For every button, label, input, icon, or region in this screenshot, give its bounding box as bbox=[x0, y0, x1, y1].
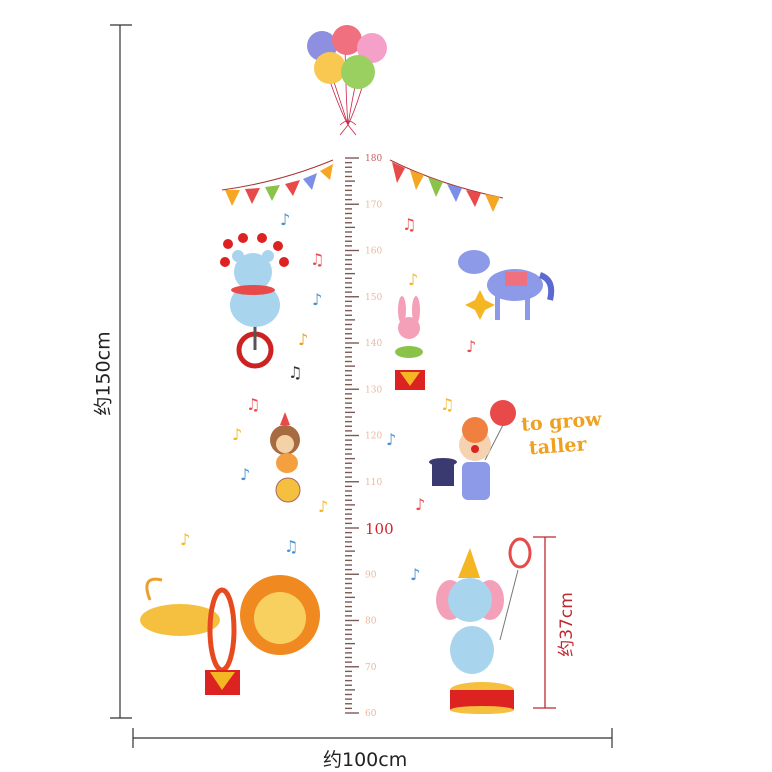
ruler-label: 170 bbox=[365, 200, 382, 210]
svg-text:♫: ♫ bbox=[288, 363, 302, 382]
elephant-height-label: 约37cm bbox=[556, 592, 577, 657]
width-dimension-label: 约100cm bbox=[323, 749, 408, 771]
ruler-label: 60 bbox=[365, 709, 377, 719]
svg-text:♪: ♪ bbox=[312, 290, 322, 309]
bunny-on-pedestal bbox=[395, 296, 425, 390]
svg-text:♪: ♪ bbox=[415, 495, 425, 514]
svg-text:♫: ♫ bbox=[246, 395, 260, 414]
svg-text:♪: ♪ bbox=[408, 270, 418, 289]
horse bbox=[458, 250, 555, 320]
ruler-label: 160 bbox=[365, 247, 382, 257]
svg-text:♫: ♫ bbox=[440, 395, 454, 414]
svg-text:♫: ♫ bbox=[284, 537, 298, 556]
clown-with-balloon bbox=[429, 400, 516, 500]
svg-text:♪: ♪ bbox=[386, 430, 396, 449]
ruler-ticks bbox=[345, 157, 359, 714]
svg-text:♪: ♪ bbox=[318, 497, 328, 516]
svg-text:♪: ♪ bbox=[180, 530, 190, 549]
width-dimension-line bbox=[132, 728, 613, 748]
svg-text:♪: ♪ bbox=[232, 425, 242, 444]
lion-through-hoop bbox=[140, 575, 320, 695]
ruler-label: 130 bbox=[365, 385, 382, 395]
svg-text:♪: ♪ bbox=[280, 210, 290, 229]
monkey-on-ball bbox=[270, 412, 301, 503]
ruler-label: 110 bbox=[365, 478, 382, 488]
elephant-height-bracket bbox=[533, 536, 556, 709]
ruler-label: 120 bbox=[365, 432, 382, 442]
height-dimension-label: 约150cm bbox=[92, 331, 115, 416]
svg-text:♫: ♫ bbox=[310, 250, 324, 269]
svg-text:♪: ♪ bbox=[410, 565, 420, 584]
music-notes: ♪ ♫ ♪ ♪ ♫ ♫ ♪ ♪ ♪ ♫ ♪ ♫ ♪ ♪ ♫ ♪ ♪ ♪ bbox=[180, 210, 476, 584]
balloon-bunch bbox=[307, 25, 387, 136]
bunting-left bbox=[221, 159, 334, 206]
ruler-label: 140 bbox=[365, 339, 382, 349]
svg-text:♫: ♫ bbox=[402, 215, 416, 234]
elephant-on-pedestal bbox=[436, 537, 532, 714]
ruler-label: 80 bbox=[365, 617, 377, 627]
ruler-label: 150 bbox=[365, 293, 382, 303]
bear-on-unicycle bbox=[220, 233, 289, 369]
ruler-labels: 180 170 160 150 140 130 120 110 100 90 80 70 60 bbox=[365, 154, 394, 719]
svg-text:♪: ♪ bbox=[298, 330, 308, 349]
ruler-label: 70 bbox=[365, 663, 377, 673]
ruler-label: 90 bbox=[365, 570, 377, 580]
svg-text:♪: ♪ bbox=[240, 465, 250, 484]
height-dimension-line bbox=[110, 24, 132, 719]
ruler-label-highlight: 100 bbox=[365, 520, 394, 538]
svg-text:♪: ♪ bbox=[466, 337, 476, 356]
ruler-label: 180 bbox=[365, 154, 382, 164]
slogan-text: to grow taller bbox=[520, 407, 604, 460]
bunting-right bbox=[389, 159, 504, 212]
